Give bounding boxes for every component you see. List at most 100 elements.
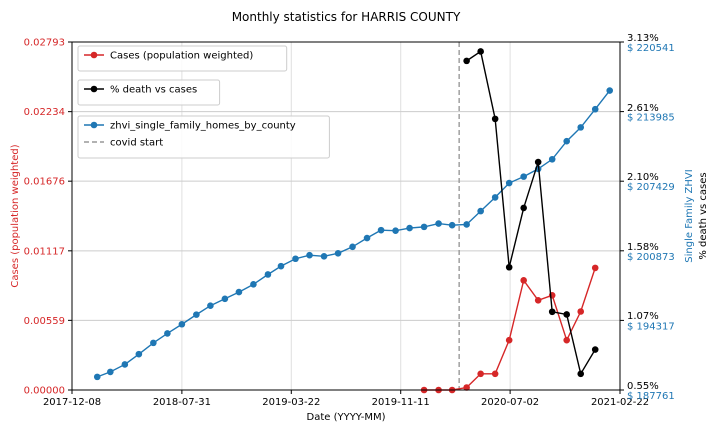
zhvi-point (193, 311, 200, 318)
left-tick-label: 0.02793 (24, 38, 65, 49)
death-tick-label: 2.10% (627, 172, 659, 183)
death-point (534, 158, 542, 166)
zhvi-point (235, 288, 243, 296)
death-tick-label: 3.13% (627, 33, 659, 44)
zhvi-point (448, 221, 456, 229)
x-tick-label: 2019-03-22 (262, 397, 320, 408)
zhvi-point (363, 234, 371, 242)
x-tick-label: 2017-12-08 (43, 397, 101, 408)
legends: Cases (population weighted) % death vs ca… (77, 45, 330, 159)
zhvi-point (520, 173, 527, 180)
zhvi-point (178, 320, 186, 328)
zhvi-point (277, 262, 285, 270)
zhvi-point (334, 249, 342, 257)
left-axis-label: Cases (population weighted) (10, 144, 21, 287)
cases-point (563, 336, 570, 344)
cases-point (491, 370, 499, 378)
death-point (477, 48, 484, 55)
zhvi-point (349, 243, 356, 251)
cases-point (577, 308, 585, 315)
left-tick-label: 0.00000 (24, 386, 65, 397)
death-tick-label: 1.07% (627, 311, 659, 322)
zhvi-tick-label: $ 220541 (627, 43, 675, 54)
zhvi-point (563, 137, 570, 145)
left-tick-label: 0.01676 (24, 177, 65, 188)
chart-title: Monthly statistics for HARRIS COUNTY (232, 10, 461, 24)
legend-label: % death vs cases (110, 85, 197, 96)
death-point (505, 263, 513, 271)
legend-label: zhvi_single_family_homes_by_county (110, 121, 296, 132)
death-point (520, 204, 527, 212)
zhvi-tick-label: $ 207429 (627, 182, 675, 193)
x-tick-label: 2018-07-31 (153, 397, 211, 408)
zhvi-tick-label: $ 200873 (627, 252, 675, 263)
zhvi-tick-label: $ 187761 (627, 391, 675, 402)
legend-swatch-marker (90, 121, 98, 129)
zhvi-tick-label: $ 213985 (627, 113, 675, 124)
zhvi-point (250, 281, 257, 288)
axes: 2017-12-08 2018-07-31 2019-03-22 2019-11-11… (24, 33, 675, 408)
x-tick-label: 2019-11-11 (372, 397, 430, 408)
death-point (463, 57, 470, 65)
death-point (591, 346, 599, 353)
zhvi-point (606, 87, 614, 94)
death-tick-label: 2.61% (627, 103, 659, 114)
cases-point (591, 264, 599, 272)
legend-swatch-marker (90, 85, 98, 93)
zhvi-axis-label: Single Family ZHVI (684, 169, 695, 262)
zhvi-point (207, 302, 214, 310)
legend-box (77, 79, 221, 106)
x-tick-label: 2021-02-22 (591, 397, 649, 408)
zhvi-tick-label: $ 194317 (627, 321, 675, 332)
zhvi-point (548, 155, 556, 163)
death-tick-label: 1.58% (627, 242, 659, 253)
cases-point (477, 370, 484, 378)
zhvi-point (463, 221, 470, 228)
zhvi-point (150, 339, 157, 347)
zhvi-point (320, 252, 328, 260)
zhvi-point (505, 179, 513, 187)
death-point (577, 370, 585, 378)
zhvi-point (377, 226, 385, 234)
zhvi-point (491, 194, 499, 201)
zhvi-point (435, 220, 442, 227)
legend-label: Cases (population weighted) (110, 51, 253, 62)
zhvi-point (264, 271, 272, 278)
legend-box (77, 115, 330, 159)
zhvi-point (221, 295, 229, 303)
zhvi-point (406, 224, 413, 232)
zhvi-point (577, 124, 585, 131)
left-tick-label: 0.02234 (24, 107, 65, 118)
legend-label: covid start (110, 138, 163, 149)
cases-point (463, 384, 470, 391)
zhvi-point (420, 223, 428, 231)
cases-point (505, 336, 513, 344)
death-axis-label: % death vs cases (698, 172, 709, 259)
death-tick-label: 0.55% (627, 381, 659, 392)
left-tick-label: 0.00559 (24, 316, 65, 327)
x-tick-label: 2020-07-02 (481, 397, 539, 408)
zhvi-point (392, 227, 399, 234)
death-point (563, 311, 570, 318)
death-series-line (466, 50, 596, 376)
cases-point (520, 277, 527, 284)
zhvi-point (121, 361, 129, 368)
zhvi-point (93, 373, 101, 381)
cases-point (534, 296, 542, 304)
zhvi-point (306, 251, 313, 259)
left-tick-label: 0.01117 (24, 246, 65, 257)
zhvi-point (477, 207, 484, 215)
plot-area (93, 42, 614, 394)
death-point (548, 308, 556, 316)
zhvi-point (164, 330, 171, 337)
x-axis-label: Date (YYYY-MM) (307, 412, 386, 423)
legend-box (77, 45, 288, 72)
zhvi-point (107, 368, 114, 376)
legend-swatch-marker (90, 51, 98, 59)
plot-frame (71, 41, 621, 391)
zhvi-point (591, 105, 599, 113)
death-point (491, 115, 499, 123)
zhvi-point (135, 350, 143, 358)
zhvi-point (292, 255, 299, 263)
